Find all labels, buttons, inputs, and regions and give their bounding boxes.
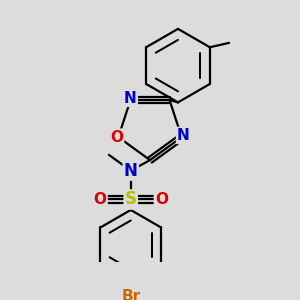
Text: O: O [155,192,168,207]
Text: Br: Br [121,289,140,300]
Text: N: N [124,162,138,180]
Text: N: N [124,91,137,106]
Text: O: O [110,130,123,145]
Text: S: S [125,190,137,208]
Text: N: N [177,128,190,143]
Text: O: O [94,192,106,207]
